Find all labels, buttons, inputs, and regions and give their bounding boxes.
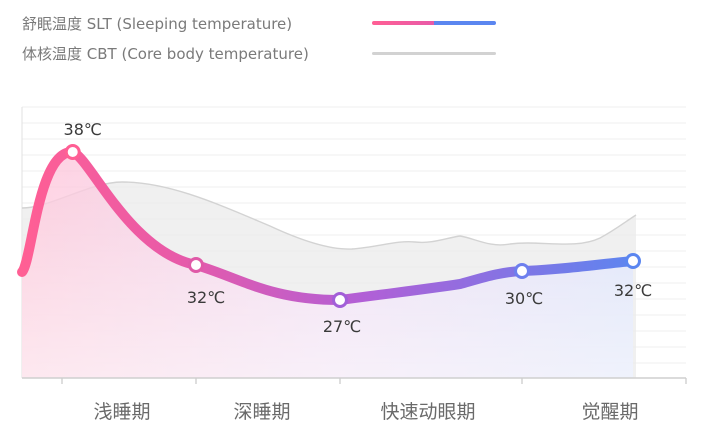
slt-point-3 [332, 292, 348, 308]
slt-point-4 [514, 263, 530, 279]
x-axis [22, 377, 687, 384]
legend-slt-label: 舒眠温度 SLT (Sleeping temperature) [22, 15, 292, 33]
legend-slt-swatch [372, 21, 496, 25]
slt-point-5 [625, 253, 641, 269]
slt-point-label-5: 32℃ [614, 281, 652, 300]
x-axis-label-2: 深睡期 [233, 401, 290, 423]
x-axis-labels: 浅睡期 深睡期 快速动眼期 觉醒期 [93, 401, 638, 423]
slt-point-label-4: 30℃ [505, 289, 543, 308]
x-axis-label-4: 觉醒期 [581, 401, 638, 423]
x-axis-label-1: 浅睡期 [93, 401, 150, 423]
slt-point-label-3: 27℃ [323, 317, 361, 336]
slt-area-fade [22, 151, 633, 378]
slt-point-label-1: 38℃ [64, 120, 102, 139]
legend-cbt-label: 体核温度 CBT (Core body temperature) [22, 45, 309, 63]
legend-cbt-swatch [372, 52, 496, 55]
x-axis-label-3: 快速动眼期 [380, 401, 475, 423]
legend: 舒眠温度 SLT (Sleeping temperature) 体核温度 CBT… [22, 15, 496, 63]
slt-point-2 [188, 257, 204, 273]
cbt-line [21, 181, 637, 250]
slt-point-1 [64, 144, 81, 160]
slt-points: 38℃ 32℃ 27℃ 30℃ 32℃ [64, 120, 653, 336]
slt-point-label-2: 32℃ [187, 288, 225, 307]
